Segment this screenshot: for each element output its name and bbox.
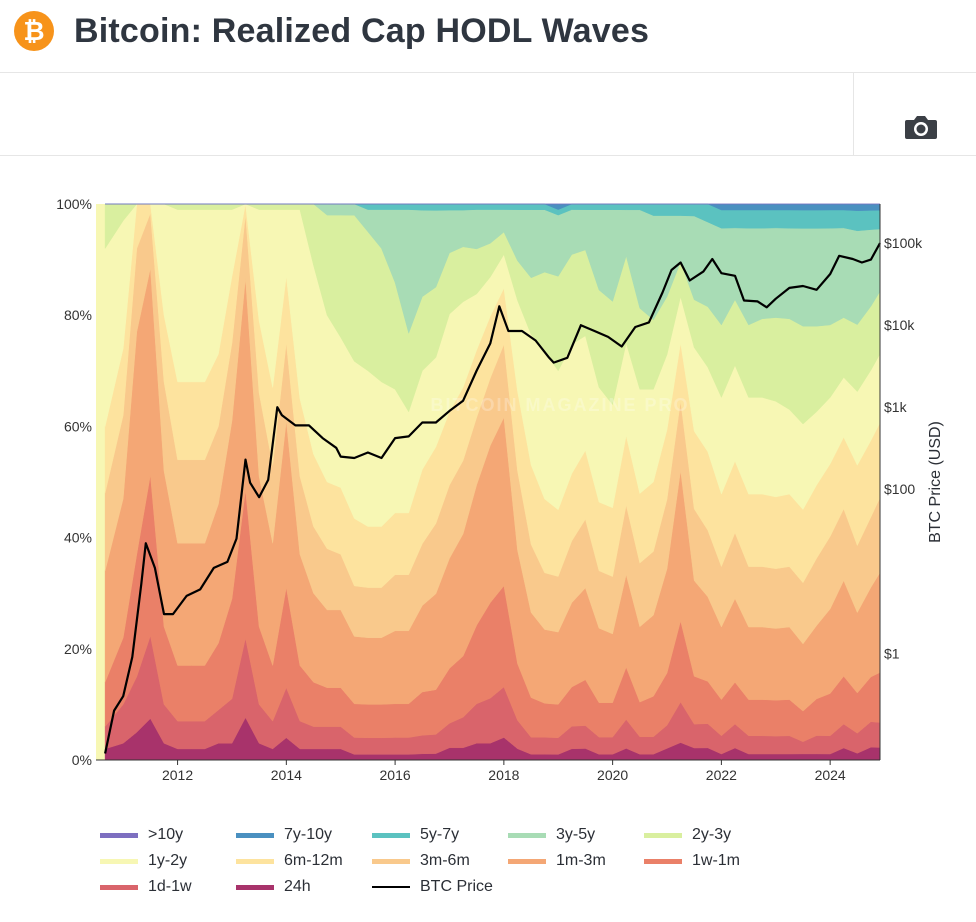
legend-label: 1m-3m (556, 852, 606, 869)
y-tick-right: $100 (884, 481, 915, 497)
x-tick-label: 2018 (488, 767, 519, 783)
legend-swatch (236, 858, 274, 864)
legend-label: 3m-6m (420, 852, 470, 869)
bitcoin-logo-icon: ₿ (14, 11, 54, 51)
watermark-text: BITCOIN MAGAZINE PRO (431, 395, 690, 415)
legend-label: 1d-1w (148, 878, 192, 895)
legend-swatch (236, 832, 274, 838)
y-tick-right: $1k (884, 399, 908, 415)
legend-swatch (372, 832, 410, 838)
legend-swatch (100, 884, 138, 890)
legend-label: BTC Price (420, 878, 493, 895)
legend-label: 5y-7y (420, 826, 460, 843)
legend-swatch (236, 884, 274, 890)
legend-label: >10y (148, 826, 184, 843)
legend-item[interactable]: 5y-7y (372, 824, 508, 846)
legend-item[interactable]: >10y (100, 824, 236, 846)
chart-legend: >10y 7y-10y 5y-7y 3y-5y 2y-3y 1y-2y 6m-12m 3m-6… (100, 824, 860, 898)
legend-item[interactable]: 1y-2y (100, 850, 236, 872)
legend-label: 1w-1m (692, 852, 741, 869)
legend-label: 24h (284, 878, 311, 895)
legend-item[interactable]: 3y-5y (508, 824, 644, 846)
camera-icon[interactable] (904, 113, 938, 141)
legend-item[interactable]: BTC Price (372, 876, 508, 898)
y-tick-left: 100% (56, 196, 92, 212)
y-axis-label-right: BTC Price (USD) (927, 421, 944, 543)
x-tick-label: 2014 (271, 767, 302, 783)
legend-label: 7y-10y (284, 826, 333, 843)
legend-item[interactable]: 1m-3m (508, 850, 644, 872)
legend-item[interactable]: 3m-6m (372, 850, 508, 872)
legend-label: 6m-12m (284, 852, 343, 869)
y-tick-right: $1 (884, 645, 900, 661)
legend-swatch (644, 858, 682, 864)
legend-swatch (100, 858, 138, 864)
y-tick-right: $10k (884, 317, 915, 333)
y-tick-left: 60% (64, 418, 92, 434)
legend-item[interactable]: 2y-3y (644, 824, 780, 846)
x-tick-label: 2016 (380, 767, 411, 783)
legend-item[interactable]: 1d-1w (100, 876, 236, 898)
y-tick-left: 40% (64, 530, 92, 546)
legend-swatch (372, 886, 410, 888)
y-tick-left: 20% (64, 641, 92, 657)
legend-swatch (372, 858, 410, 864)
x-tick-label: 2024 (815, 767, 846, 783)
hodl-waves-chart: BITCOIN MAGAZINE PRO 0% 20% 40% 60% 80% 100% $1… (56, 196, 944, 783)
legend-swatch (644, 832, 682, 838)
legend-label: 3y-5y (556, 826, 596, 843)
page-header: ₿ Bitcoin: Realized Cap HODL Waves (0, 0, 976, 73)
legend-swatch (508, 832, 546, 838)
legend-label: 1y-2y (148, 852, 188, 869)
x-tick-label: 2012 (162, 767, 193, 783)
btc-price-line (104, 242, 881, 754)
y-tick-left: 0% (72, 752, 92, 768)
page-title: Bitcoin: Realized Cap HODL Waves (74, 12, 650, 50)
legend-item[interactable]: 1w-1m (644, 850, 780, 872)
legend-item[interactable]: 6m-12m (236, 850, 372, 872)
legend-label: 2y-3y (692, 826, 732, 843)
legend-item[interactable]: 24h (236, 876, 372, 898)
legend-item[interactable]: 7y-10y (236, 824, 372, 846)
x-tick-label: 2020 (597, 767, 628, 783)
legend-swatch (508, 858, 546, 864)
y-tick-left: 80% (64, 307, 92, 323)
y-tick-right: $100k (884, 235, 923, 251)
toolbar-divider (853, 73, 854, 155)
legend-swatch (100, 832, 138, 838)
x-tick-label: 2022 (706, 767, 737, 783)
chart-toolbar (0, 73, 976, 156)
